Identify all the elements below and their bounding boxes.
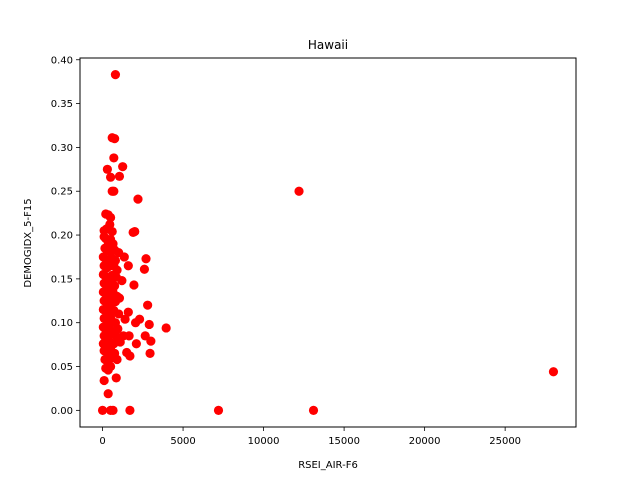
- scatter-point: [125, 351, 135, 361]
- scatter-point: [125, 405, 135, 415]
- scatter-point: [146, 336, 156, 346]
- scatter-point: [145, 348, 155, 358]
- scatter-point: [141, 254, 151, 264]
- scatter-point: [102, 164, 112, 174]
- y-tick-label: 0.30: [51, 143, 73, 154]
- y-tick-label: 0.15: [51, 274, 73, 285]
- scatter-point: [213, 405, 224, 415]
- scatter-point: [105, 212, 116, 223]
- scatter-point: [109, 186, 119, 196]
- y-tick-label: 0.05: [51, 362, 73, 373]
- scatter-point: [133, 194, 143, 204]
- scatter-point: [109, 153, 119, 163]
- x-axis-ticks: 0 5000 10000 15000 20000 25000: [99, 427, 521, 447]
- chart-title: Hawaii: [308, 38, 348, 52]
- scatter-point: [294, 186, 304, 196]
- scatter-point: [120, 314, 130, 324]
- x-axis-label: RSEI_AIR-F6: [298, 460, 358, 471]
- scatter-point: [144, 319, 154, 330]
- x-tick-label: 10000: [248, 436, 280, 447]
- scatter-point: [139, 264, 150, 274]
- scatter-point: [97, 405, 108, 415]
- scatter-point: [119, 252, 129, 262]
- scatter-point: [118, 162, 128, 172]
- scatter-point: [308, 405, 319, 415]
- scatter-point: [114, 293, 125, 303]
- scatter-point: [130, 226, 140, 237]
- scatter-point: [129, 280, 139, 290]
- scatter-point: [143, 300, 153, 310]
- scatter-point: [108, 405, 118, 415]
- scatter-point: [115, 337, 125, 347]
- y-tick-label: 0.40: [51, 55, 73, 66]
- scatter-point: [107, 226, 117, 237]
- y-tick-label: 0.35: [51, 99, 73, 110]
- y-tick-label: 0.10: [51, 318, 73, 329]
- x-tick-label: 25000: [489, 436, 521, 447]
- scatter-point: [105, 361, 116, 372]
- y-tick-label: 0.25: [51, 187, 73, 198]
- scatter-point: [131, 339, 141, 349]
- scatter-point: [111, 373, 121, 383]
- scatter-point: [114, 309, 124, 319]
- y-axis-ticks: 0.00 0.05 0.10 0.15 0.20 0.25 0.30 0.35 0.40: [51, 55, 80, 417]
- scatter-point: [103, 389, 113, 399]
- scatter-point: [112, 354, 122, 365]
- y-tick-label: 0.00: [51, 406, 73, 417]
- scatter-point: [105, 172, 116, 182]
- x-tick-label: 15000: [328, 436, 360, 447]
- scatter-point: [117, 276, 127, 286]
- scatter-point: [124, 331, 134, 341]
- scatter-point: [110, 134, 120, 144]
- scatter-point: [548, 367, 559, 377]
- scatter-point: [161, 323, 171, 333]
- scatter-point: [123, 307, 133, 317]
- scatter-point: [99, 375, 109, 386]
- plot-frame: [79, 57, 577, 428]
- y-tick-label: 0.20: [51, 231, 73, 242]
- x-tick-label: 20000: [409, 436, 441, 447]
- y-axis-label: DEMOGIDX_5-F15: [23, 198, 34, 287]
- scatter-point: [123, 261, 133, 271]
- x-tick-label: 0: [99, 436, 105, 447]
- x-tick-label: 5000: [170, 436, 195, 447]
- scatter-point: [114, 171, 125, 181]
- data-points: [97, 70, 559, 415]
- scatter-point: [110, 70, 121, 80]
- scatter-point: [113, 324, 123, 334]
- scatter-point: [130, 318, 141, 328]
